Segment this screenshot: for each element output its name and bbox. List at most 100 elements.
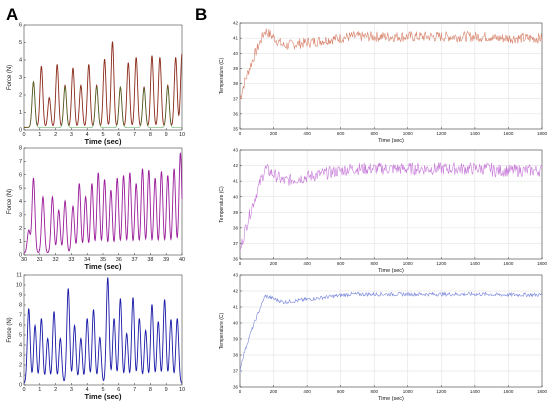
x-tick-label: 36: [116, 257, 122, 263]
y-tick-label: 40: [233, 321, 239, 326]
x-tick-label: 400: [303, 261, 311, 266]
y-tick-label: 6: [19, 323, 22, 329]
x-tick-label: 1200: [436, 389, 447, 394]
chart-6: 0 200 400 600 800 1000 1200 1400 1600 1800 36 37 38 3…: [219, 273, 548, 402]
x-tick-label: 5: [101, 132, 104, 138]
force-series-line: [23, 277, 183, 384]
x-tick-label: 1200: [436, 131, 447, 136]
y-tick-label: 38: [233, 353, 239, 358]
x-tick-label: 1000: [403, 389, 414, 394]
x-tick-label: 39: [163, 257, 169, 263]
y-tick-label: 41: [233, 305, 239, 310]
y-tick-label: 36: [233, 385, 239, 390]
x-tick-label: 2: [54, 132, 57, 138]
x-tick-label: 9: [165, 132, 168, 138]
y-tick-label: 42: [233, 21, 239, 26]
x-tick-label: 8: [149, 387, 152, 393]
x-tick-label: 32: [53, 257, 59, 263]
plot-frame: [239, 22, 543, 130]
y-tick-label: 3: [19, 75, 22, 81]
x-tick-label: 4: [86, 132, 89, 138]
x-tick-label: 1: [38, 132, 41, 138]
y-tick-label: 6: [19, 23, 22, 29]
x-tick-label: 1600: [503, 261, 514, 266]
x-axis-label: Time (sec): [85, 137, 122, 146]
x-tick-label: 1000: [403, 131, 414, 136]
y-tick-label: 42: [233, 289, 239, 294]
y-tick-label: 39: [233, 337, 239, 342]
y-tick-label: 43: [233, 273, 239, 278]
y-tick-label: 43: [233, 148, 239, 153]
y-tick-label: 37: [233, 241, 239, 246]
x-tick-label: 37: [132, 257, 138, 263]
x-tick-label: 400: [303, 131, 311, 136]
x-axis-label: Time (sec): [378, 138, 404, 144]
x-tick-label: 3: [70, 132, 73, 138]
x-tick-label: 1000: [403, 261, 414, 266]
plot-frame: [23, 24, 183, 131]
x-tick-label: 8: [149, 132, 152, 138]
force-secondary-line: [24, 80, 182, 128]
y-axis-label: Force (N): [7, 189, 13, 214]
y-tick-label: 1: [19, 373, 22, 379]
y-axis-label: Temperature (C): [219, 312, 225, 349]
y-axis-label: Force (N): [7, 317, 13, 342]
y-tick-label: 8: [19, 303, 22, 309]
x-tick-label: 800: [370, 389, 378, 394]
y-tick-label: 38: [233, 225, 239, 230]
x-tick-label: 10: [179, 387, 185, 393]
x-tick-label: 1400: [470, 261, 481, 266]
x-tick-label: 800: [370, 131, 378, 136]
x-axis-label: Time (sec): [85, 392, 122, 401]
x-tick-label: 800: [370, 261, 378, 266]
y-axis-label: Force (N): [7, 65, 13, 90]
x-tick-label: 40: [179, 257, 185, 263]
y-tick-label: 7: [19, 159, 22, 165]
x-tick-label: 0: [22, 132, 25, 138]
chart-4: 0 200 400 600 800 1000 1200 1400 1600 1800 35 36 37 3…: [219, 21, 548, 144]
x-tick-label: 600: [337, 389, 345, 394]
x-tick-label: 1800: [537, 131, 548, 136]
y-tick-label: 8: [19, 146, 22, 152]
y-tick-label: 37: [233, 369, 239, 374]
y-tick-label: 40: [233, 51, 239, 56]
x-tick-label: 10: [179, 132, 185, 138]
y-tick-label: 4: [19, 343, 22, 349]
y-tick-label: 36: [233, 111, 239, 116]
y-tick-label: 39: [233, 210, 239, 215]
chart-5: 0 200 400 600 800 1000 1200 1400 1600 1800 36 37 38 3…: [219, 148, 548, 274]
x-axis-label: Time (sec): [378, 396, 404, 402]
chart-3: 0 1 2 3 4 5 6 7 8 9 10 0 1 2 3 4 5 6 7 8 9 10 11 Time (sec) Forc…: [7, 273, 185, 401]
x-tick-label: 3: [70, 387, 73, 393]
y-tick-label: 5: [19, 186, 22, 192]
y-tick-label: 9: [19, 293, 22, 299]
x-tick-label: 200: [270, 389, 278, 394]
x-tick-label: 7: [133, 387, 136, 393]
x-tick-label: 6: [117, 387, 120, 393]
x-tick-label: 1: [38, 387, 41, 393]
x-tick-label: 600: [337, 131, 345, 136]
y-tick-label: 38: [233, 81, 239, 86]
plot-frame: [239, 149, 543, 260]
y-tick-label: 0: [19, 383, 22, 389]
temperature-series-line: [239, 28, 543, 101]
y-tick-label: 1: [19, 110, 22, 116]
y-tick-label: 3: [19, 212, 22, 218]
x-tick-label: 2: [54, 387, 57, 393]
plot-frame: [23, 274, 183, 386]
y-tick-label: 0: [19, 128, 22, 134]
x-tick-label: 0: [239, 389, 242, 394]
y-axis-label: Temperature (C): [219, 186, 225, 223]
y-tick-label: 2: [19, 363, 22, 369]
y-tick-label: 40: [233, 194, 239, 199]
x-tick-label: 7: [133, 132, 136, 138]
y-axis-label: Temperature (C): [219, 57, 225, 94]
y-tick-label: 41: [233, 179, 239, 184]
y-tick-label: 11: [16, 273, 22, 279]
force-series-line: [24, 41, 183, 128]
y-tick-label: 42: [233, 163, 239, 168]
